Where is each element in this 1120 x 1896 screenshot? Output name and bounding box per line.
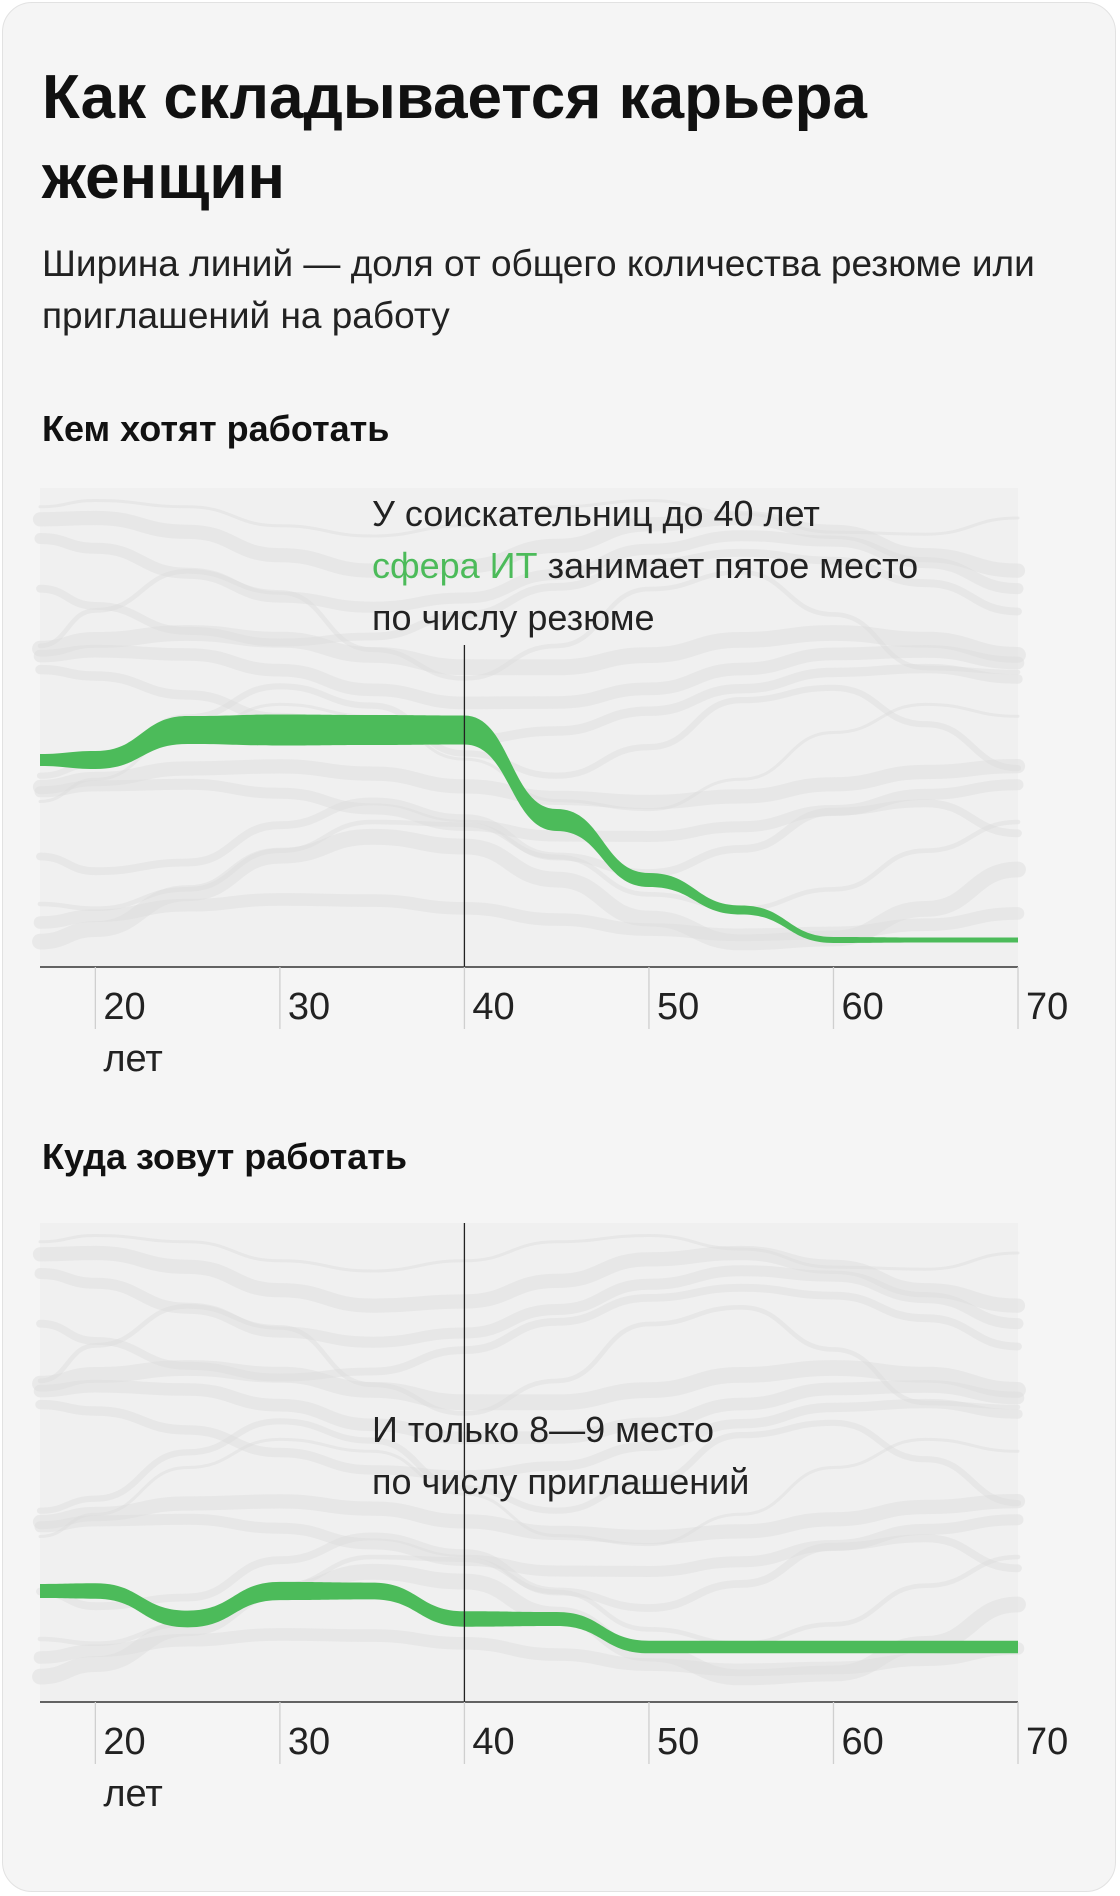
x-tick-label: 30 bbox=[288, 986, 330, 1028]
x-tick-label: 40 bbox=[472, 986, 514, 1028]
x-tick-label: 60 bbox=[841, 986, 883, 1028]
x-unit-label: лет bbox=[103, 1038, 162, 1080]
chart2-annotation-line1: И только 8—9 место bbox=[372, 1409, 715, 1450]
background-stream bbox=[37, 568, 1021, 681]
background-stream bbox=[33, 893, 1025, 942]
background-stream bbox=[35, 663, 1023, 745]
x-tick-label: 20 bbox=[103, 986, 145, 1028]
background-stream bbox=[36, 797, 1022, 877]
background-stream bbox=[38, 1233, 1020, 1273]
chart2-annotation: И только 8—9 место по числу приглашений bbox=[372, 1404, 749, 1508]
background-stream bbox=[33, 1379, 1025, 1445]
chart2-annotation-line2: по числу приглашений bbox=[372, 1461, 750, 1502]
background-stream bbox=[34, 1265, 1024, 1348]
background-stream bbox=[36, 1418, 1022, 1514]
background-stream bbox=[32, 828, 1026, 951]
chart-invitations: 20 30 40 50 60 70 лет bbox=[32, 1223, 1068, 1815]
chart1-annotation-highlight: сфера ИТ bbox=[372, 545, 538, 586]
chart1-annotation-line3: по числу резюме bbox=[372, 597, 655, 638]
background-stream bbox=[36, 1532, 1022, 1612]
background-stream bbox=[36, 1283, 1022, 1382]
background-stream bbox=[34, 530, 1024, 613]
background-stream bbox=[33, 644, 1025, 710]
chart1-title: Кем хотят работать bbox=[42, 408, 390, 449]
background-stream bbox=[33, 1628, 1025, 1677]
x-tick-label: 50 bbox=[657, 986, 699, 1028]
series-band-it bbox=[40, 1581, 1018, 1654]
chart1-annotation-line1: У соискательниц до 40 лет bbox=[372, 493, 820, 534]
background-streams bbox=[32, 1233, 1026, 1686]
x-tick-label: 60 bbox=[841, 1721, 883, 1763]
background-stream bbox=[38, 498, 1020, 538]
background-stream bbox=[32, 625, 1026, 676]
background-stream bbox=[34, 778, 1024, 843]
background-stream bbox=[37, 819, 1021, 912]
chart1-annotation-line2: занимает пятое место bbox=[547, 545, 919, 586]
x-tick-label: 20 bbox=[103, 1721, 145, 1763]
page-title: Как складывается карьера женщин bbox=[42, 63, 867, 212]
x-tick-label: 70 bbox=[1026, 986, 1068, 1028]
background-stream bbox=[38, 1437, 1020, 1547]
x-tick-label: 50 bbox=[657, 1721, 699, 1763]
page-subtitle: Ширина линий — доля от общего количества… bbox=[42, 243, 1035, 336]
background-stream bbox=[32, 1563, 1026, 1686]
x-tick-label: 30 bbox=[288, 1721, 330, 1763]
background-stream bbox=[35, 1398, 1023, 1480]
background-stream bbox=[34, 1513, 1024, 1578]
background-stream bbox=[37, 1303, 1021, 1416]
x-tick-label: 40 bbox=[472, 1721, 514, 1763]
background-stream bbox=[36, 548, 1022, 647]
x-unit-label: лет bbox=[103, 1773, 162, 1815]
background-stream bbox=[32, 510, 1026, 578]
chart1-annotation: У соискательниц до 40 лет сфера ИТ занима… bbox=[372, 488, 918, 644]
background-stream bbox=[32, 1494, 1026, 1545]
chart-resumes: 20 30 40 50 60 70 лет bbox=[32, 488, 1068, 1080]
x-tick-label: 70 bbox=[1026, 1721, 1068, 1763]
background-stream bbox=[32, 1360, 1026, 1411]
series-band-it bbox=[40, 714, 1018, 943]
background-stream bbox=[32, 1245, 1026, 1313]
chart2-title: Куда зовут работать bbox=[42, 1136, 408, 1177]
background-streams bbox=[32, 498, 1026, 951]
